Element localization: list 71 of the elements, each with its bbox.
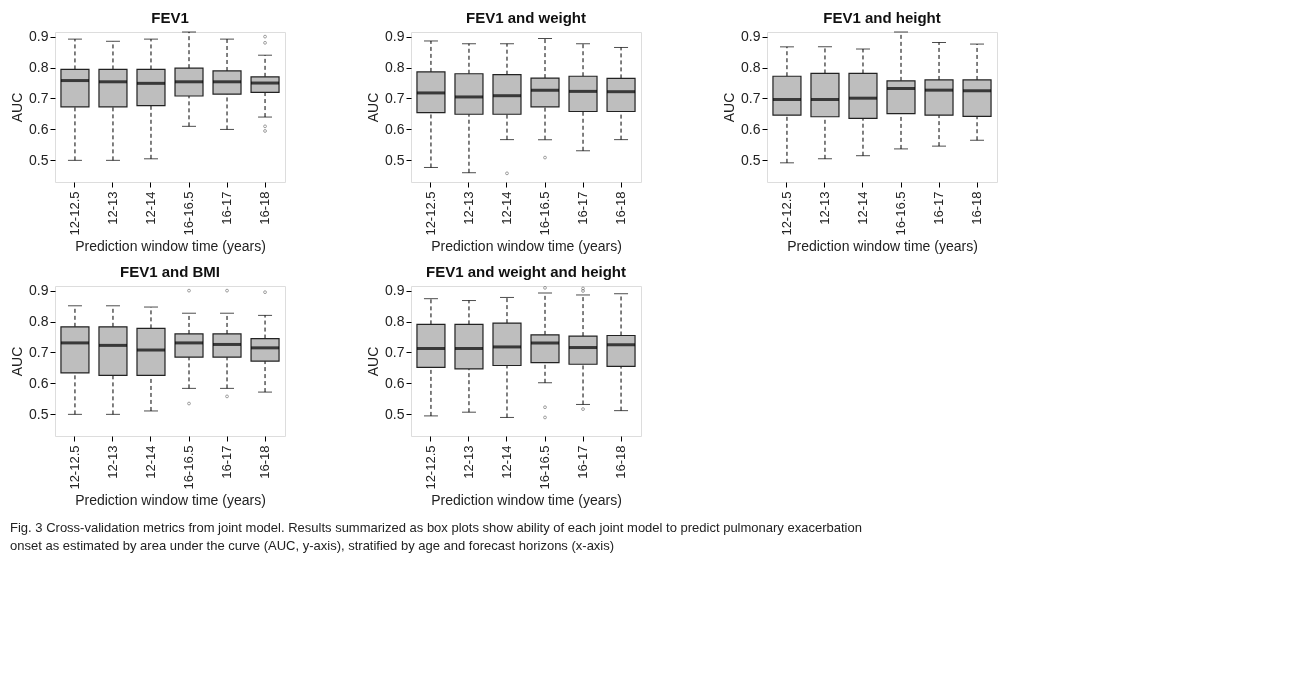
x-tick-label: 12-14 [498,191,514,225]
y-axis-title: AUC [721,92,738,123]
x-tick-label: 12-13 [104,445,120,479]
x-tick-label: 16-16.5 [181,191,197,236]
x-tick-label: 16-16.5 [181,445,197,490]
x-tick-label: 16-18 [969,191,985,225]
x-tick-label: 12-12.5 [422,191,438,236]
x-axis-title: Prediction window time (years) [431,237,622,254]
x-tick-label: 16-16.5 [537,445,553,490]
x-tick-label: 12-13 [816,191,832,225]
x-tick-label: 16-18 [257,445,273,479]
y-axis-title: AUC [9,346,26,377]
y-tick-label: 0.9 [385,28,405,45]
x-axis-title: Prediction window time (years) [431,491,622,508]
x-axis-title: Prediction window time (years) [787,237,978,254]
y-axis-title: AUC [365,346,382,377]
y-tick-label: 0.7 [385,343,405,360]
y-tick-label: 0.5 [741,151,761,168]
chart-title: FEV1 and weight [465,8,587,26]
y-tick-label: 0.8 [29,313,49,330]
y-tick-label: 0.5 [29,405,49,422]
x-tick-label: 16-16.5 [537,191,553,236]
x-tick-label: 16-17 [575,191,591,225]
chart-title: FEV1 and height [823,8,941,26]
y-tick-label: 0.6 [29,374,49,391]
x-axis-title: Prediction window time (years) [75,491,266,508]
x-tick-label: 12-12.5 [422,445,438,490]
x-tick-label: 16-17 [219,191,235,225]
y-tick-label: 0.9 [29,282,49,299]
chart-title: FEV1 and weight and height [425,262,627,280]
y-tick-label: 0.5 [385,405,405,422]
x-tick-label: 12-12.5 [778,191,794,236]
y-tick-label: 0.6 [385,374,405,391]
x-tick-label: 12-14 [142,445,158,479]
caption: Fig. 3 Cross-validation metrics from joint model. Results summarized as box plots show ability of each joint model to predict pulmonary exacerbation onset as estimated by area under the curve (AUC, y-axis), stratified by age and forecast horizons (x-axis) [10,519,862,553]
y-tick-label: 0.8 [29,59,49,76]
x-tick-label: 16-18 [257,191,273,225]
x-tick-label: 12-12.5 [66,445,82,490]
x-tick-label: 16-18 [613,191,629,225]
chart-title: FEV1 and BMI [119,262,221,280]
x-tick-label: 12-13 [104,191,120,225]
y-tick-label: 0.6 [29,120,49,137]
x-tick-label: 16-16.5 [893,191,909,236]
x-tick-label: 12-14 [142,191,158,225]
chart-title: FEV1 [151,8,189,26]
x-tick-label: 12-13 [460,445,476,479]
x-tick-label: 12-14 [854,191,870,225]
x-tick-label: 16-17 [575,445,591,479]
y-tick-label: 0.6 [385,120,405,137]
x-tick-label: 16-17 [219,445,235,479]
x-tick-label: 12-12.5 [66,191,82,236]
y-tick-label: 0.9 [29,28,49,45]
y-tick-label: 0.7 [741,89,761,106]
y-tick-label: 0.5 [385,151,405,168]
y-axis-title: AUC [365,92,382,123]
x-tick-label: 12-13 [460,191,476,225]
y-tick-label: 0.7 [29,343,49,360]
y-tick-label: 0.6 [741,120,761,137]
x-tick-label: 16-18 [613,445,629,479]
x-tick-label: 16-17 [931,191,947,225]
x-tick-label: 12-14 [498,445,514,479]
y-tick-label: 0.9 [385,282,405,299]
y-tick-label: 0.8 [385,59,405,76]
y-tick-label: 0.7 [385,89,405,106]
y-tick-label: 0.9 [741,28,761,45]
y-tick-label: 0.8 [385,313,405,330]
y-tick-label: 0.5 [29,151,49,168]
x-axis-title: Prediction window time (years) [75,237,266,254]
y-tick-label: 0.8 [741,59,761,76]
y-axis-title: AUC [9,92,26,123]
y-tick-label: 0.7 [29,89,49,106]
